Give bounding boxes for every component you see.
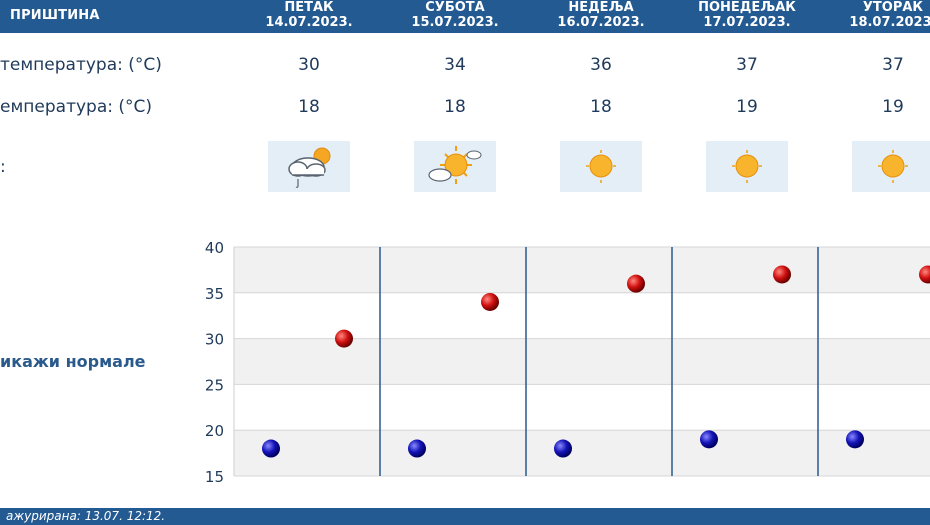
day-name: ПОНЕДЕЉАК (698, 0, 796, 15)
forecast-header: ПРИШТИНА ПЕТАК 14.07.2023. СУБОТА 15.07.… (0, 0, 930, 33)
chart-min-point (554, 439, 572, 458)
chart-y-tick-label: 40 (205, 239, 224, 257)
max-temp-value: 36 (590, 55, 612, 75)
day-header-2: СУБОТА 15.07.2023. (382, 0, 528, 30)
min-temp-value: 18 (298, 97, 320, 117)
max-temp-value: 34 (444, 55, 466, 75)
day-name: УТОРАК (862, 0, 924, 15)
day-name: ПЕТАК (284, 0, 334, 15)
chart-max-point (627, 274, 645, 293)
max-temp-label: температура: (°C) (0, 55, 162, 75)
city-name: ПРИШТИНА (10, 8, 100, 23)
chart-min-point (846, 430, 864, 449)
day-date: 17.07.2023. (703, 15, 791, 30)
chart-min-point (408, 439, 426, 458)
chart-band (234, 430, 930, 476)
sun-icon (560, 141, 642, 192)
chart-y-tick-label: 20 (205, 422, 224, 440)
chart-y-tick-label: 30 (205, 331, 224, 349)
min-temp-label: емпература: (°C) (0, 97, 153, 117)
chart-band (234, 247, 930, 293)
day-header-1: ПЕТАК 14.07.2023. (236, 0, 382, 30)
day-name: СУБОТА (425, 0, 485, 15)
day-header-3: НЕДЕЉА 16.07.2023. (528, 0, 674, 30)
chart-y-tick-label: 25 (205, 376, 224, 394)
last-updated: ажурирана: 13.07. 12:12. (6, 509, 166, 523)
chart-y-tick-label: 15 (205, 468, 224, 486)
day-header-4: ПОНЕДЕЉАК 17.07.2023. (674, 0, 820, 30)
show-normals-link[interactable]: икажи нормале (0, 352, 146, 371)
chart-max-point (919, 265, 930, 284)
sun-icon (852, 141, 930, 192)
min-temp-value: 18 (444, 97, 466, 117)
day-date: 16.07.2023. (557, 15, 645, 30)
day-date: 18.07.2023. (849, 15, 930, 30)
chart-band (234, 338, 930, 385)
day-name: НЕДЕЉА (568, 0, 634, 15)
max-temp-value: 30 (298, 55, 320, 75)
weather-icon-label: : (0, 157, 6, 177)
chart-max-point (773, 265, 791, 284)
min-temp-value: 19 (736, 97, 758, 117)
chart-min-point (262, 439, 280, 458)
min-temp-value: 18 (590, 97, 612, 117)
day-date: 14.07.2023. (265, 15, 353, 30)
day-date: 15.07.2023. (411, 15, 499, 30)
update-footer: ажурирана: 13.07. 12:12. (0, 508, 930, 525)
chart-min-point (700, 430, 718, 449)
chart-max-point (335, 329, 353, 348)
max-temp-value: 37 (736, 55, 758, 75)
cloud-rain-sun-icon (268, 141, 350, 192)
day-header-5: УТОРАК 18.07.2023. (820, 0, 930, 30)
min-temp-value: 19 (882, 97, 904, 117)
max-temp-value: 37 (882, 55, 904, 75)
sun-cloud-icon (414, 141, 496, 192)
sun-icon (706, 141, 788, 192)
chart-y-tick-label: 35 (205, 285, 224, 303)
chart-max-point (481, 292, 499, 311)
